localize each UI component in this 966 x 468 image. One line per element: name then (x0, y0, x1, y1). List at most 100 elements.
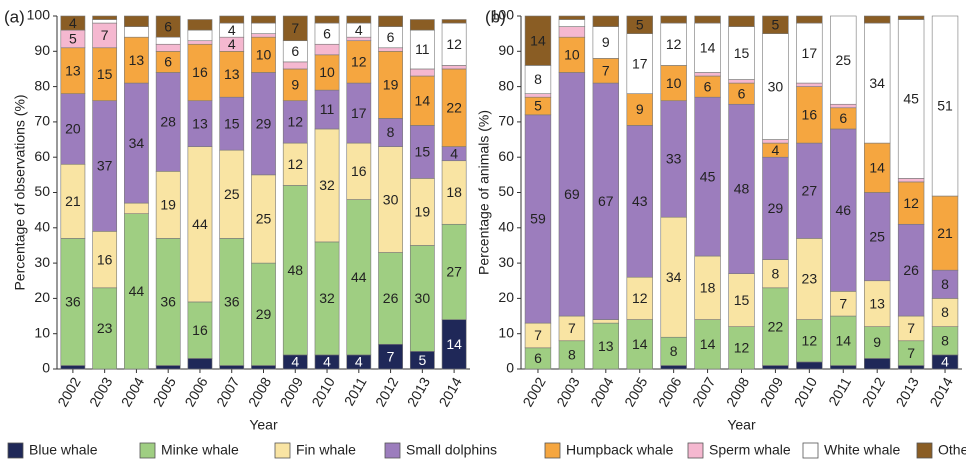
y-tick-label: 100 (491, 7, 515, 23)
bar-segment (626, 319, 653, 370)
data-label: 13 (65, 62, 81, 78)
bar-segment (187, 301, 213, 359)
bar-segment (282, 100, 308, 144)
data-label: 15 (224, 115, 240, 131)
data-label: 16 (192, 64, 208, 80)
data-label: 4 (69, 15, 77, 31)
data-label: 6 (323, 25, 331, 41)
bar-segment (660, 100, 687, 218)
data-label: 37 (97, 158, 113, 174)
y-tick-label: 40 (34, 219, 50, 235)
data-label: 59 (530, 211, 546, 227)
y-tick-label: 60 (498, 148, 514, 164)
bar-segment (694, 15, 721, 24)
legend-swatch (384, 442, 401, 459)
data-label: 34 (666, 269, 682, 285)
legend-label: Blue whale (29, 442, 98, 458)
data-label: 10 (319, 64, 335, 80)
data-label: 14 (446, 336, 462, 352)
bar-segment (92, 47, 118, 102)
data-label: 7 (907, 320, 915, 336)
y-tick-label: 0 (506, 360, 514, 376)
bar-segment (282, 142, 308, 186)
y-axis-title: Percentage of observations (%) (12, 94, 28, 290)
data-label: 4 (355, 22, 363, 38)
bar-segment (346, 15, 372, 24)
data-label: 4 (355, 354, 363, 370)
data-label: 25 (835, 52, 851, 68)
data-label: 14 (700, 39, 716, 55)
data-label: 9 (291, 77, 299, 93)
legend-swatch (916, 442, 933, 459)
data-label: 22 (446, 99, 462, 115)
bar-segment (187, 100, 213, 147)
bar-segment (592, 82, 619, 320)
bar-segment (92, 287, 118, 370)
x-tick-label: 2011 (825, 374, 854, 408)
data-label: 7 (839, 295, 847, 311)
data-label: 9 (636, 101, 644, 117)
bar-segment (728, 326, 755, 370)
x-tick-label: 2005 (621, 374, 651, 409)
data-label: 13 (192, 115, 208, 131)
legend-label: Fin whale (296, 442, 356, 458)
bar-segment (187, 358, 213, 370)
data-label: 17 (802, 45, 818, 61)
bar-segment (558, 72, 586, 317)
y-tick-label: 80 (498, 77, 514, 93)
bar-segment (441, 19, 467, 24)
bar-segment (378, 146, 403, 253)
data-label: 5 (534, 98, 542, 114)
y-tick-label: 40 (498, 219, 514, 235)
x-tick-label: 2003 (553, 374, 583, 409)
bar-segment (660, 336, 687, 366)
data-label: 30 (415, 290, 431, 306)
data-label: 15 (97, 66, 113, 82)
bar-segment (314, 89, 340, 130)
bar-segment (92, 231, 118, 289)
data-label: 16 (97, 251, 113, 267)
bar-segment (124, 82, 149, 204)
bar-segment (796, 238, 823, 320)
bar-segment (60, 163, 86, 239)
bar-segment (219, 149, 245, 239)
bar-segment (626, 33, 653, 94)
data-label: 16 (192, 322, 208, 338)
data-label: 6 (839, 110, 847, 126)
data-label: 14 (700, 336, 716, 352)
data-label: 7 (534, 327, 542, 343)
bar-segment (796, 142, 823, 239)
bar-segment (796, 15, 823, 24)
data-label: 20 (65, 121, 81, 137)
bar-segment (558, 15, 586, 20)
data-label: 36 (160, 294, 176, 310)
bar-segment (626, 276, 653, 320)
bar-segment (762, 365, 789, 370)
data-label: 27 (446, 264, 462, 280)
y-tick-label: 20 (498, 289, 514, 305)
bar-segment (92, 100, 118, 232)
data-label: 9 (873, 334, 881, 350)
bar-segment (282, 61, 308, 70)
panel-label: (b) (485, 7, 506, 26)
bar-segment (864, 142, 891, 193)
data-label: 18 (700, 280, 716, 296)
bar-segment (251, 15, 276, 24)
bar-segment (796, 86, 823, 144)
bar-segment (251, 72, 276, 176)
bar-segment (931, 15, 959, 197)
data-label: 29 (256, 115, 272, 131)
y-tick-label: 90 (34, 42, 50, 58)
panel-label: (a) (4, 7, 25, 26)
bar-segment (897, 15, 925, 20)
x-tick-label: 2012 (372, 374, 402, 409)
bar-segment (346, 142, 372, 200)
data-label: 6 (164, 54, 172, 70)
bar-segment (124, 36, 149, 84)
data-label: 21 (65, 193, 81, 209)
y-tick-label: 10 (498, 324, 514, 340)
bar-segment (441, 160, 467, 225)
data-label: 28 (160, 114, 176, 130)
data-label: 30 (768, 78, 784, 94)
y-tick-label: 70 (34, 113, 50, 129)
